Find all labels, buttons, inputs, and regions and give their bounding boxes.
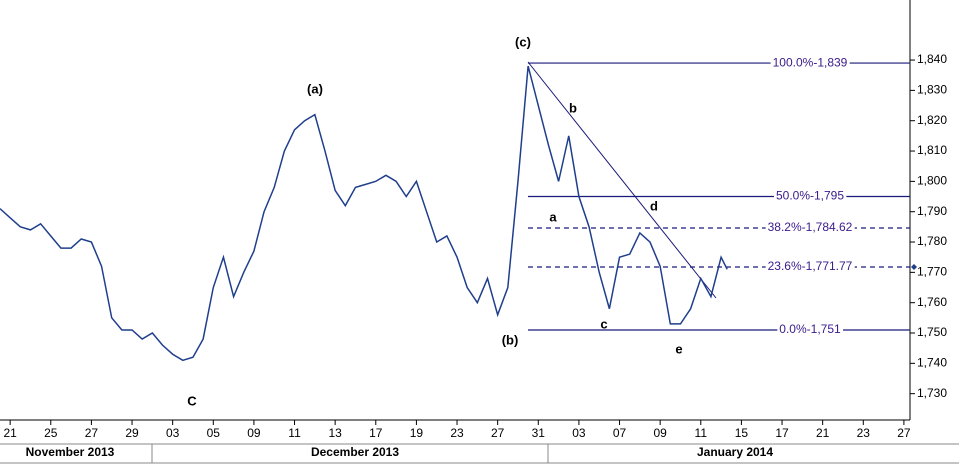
x-tick-label: 11	[695, 426, 708, 440]
fib-label-bg	[773, 188, 847, 203]
x-tick-label: 03	[166, 426, 180, 440]
x-tick-label: 21	[816, 426, 830, 440]
y-tick-label: 1,810	[917, 143, 947, 157]
wave-label: d	[650, 198, 658, 213]
x-tick-label: 29	[125, 426, 139, 440]
y-tick-label: 1,770	[917, 265, 947, 279]
x-tick-label: 15	[735, 426, 749, 440]
x-tick-label: 21	[3, 426, 17, 440]
fib-label-bg	[765, 220, 855, 235]
x-tick-label: 25	[44, 426, 58, 440]
fib-label: 23.6%-1,771.77	[768, 259, 853, 273]
x-tick-label: 31	[532, 426, 546, 440]
x-tick-label: 13	[328, 426, 342, 440]
x-tick-label: 23	[450, 426, 464, 440]
y-tick-label: 1,750	[917, 325, 947, 339]
x-tick-label: 17	[775, 426, 789, 440]
month-label: December 2013	[311, 445, 399, 459]
fib-label: 0.0%-1,751	[779, 322, 841, 336]
x-tick-label: 07	[613, 426, 627, 440]
y-tick-label: 1,830	[917, 83, 947, 97]
price-marker	[911, 263, 917, 270]
fib-label: 100.0%-1,839	[773, 55, 848, 69]
wave-label: e	[675, 341, 682, 356]
fib-label-bg	[770, 55, 850, 70]
x-tick-label: 27	[897, 426, 911, 440]
y-tick-label: 1,780	[917, 234, 947, 248]
y-tick-label: 1,760	[917, 295, 947, 309]
wave-label: (b)	[502, 332, 519, 347]
x-tick-label: 09	[653, 426, 667, 440]
wave-label: (c)	[515, 34, 531, 49]
y-tick-label: 1,790	[917, 204, 947, 218]
x-tick-label: 17	[369, 426, 383, 440]
wave-label: C	[187, 393, 197, 408]
x-tick-label: 27	[85, 426, 99, 440]
fib-label-bg	[777, 322, 844, 337]
x-tick-label: 09	[247, 426, 261, 440]
y-tick-label: 1,820	[917, 113, 947, 127]
x-tick-label: 23	[857, 426, 871, 440]
x-tick-label: 05	[207, 426, 221, 440]
wave-label: a	[549, 209, 557, 224]
fib-label: 50.0%-1,795	[776, 189, 844, 203]
fib-label-bg	[765, 259, 855, 274]
trend-line	[527, 61, 717, 299]
wave-label: (a)	[307, 81, 323, 96]
y-tick-label: 1,730	[917, 386, 947, 400]
fib-label: 38.2%-1,784.62	[768, 220, 853, 234]
wave-label: c	[600, 316, 607, 331]
price-line	[0, 65, 728, 362]
x-tick-label: 03	[572, 426, 586, 440]
month-label: January 2014	[697, 445, 773, 459]
x-tick-label: 27	[491, 426, 505, 440]
wave-label: b	[569, 100, 577, 115]
x-tick-label: 19	[410, 426, 424, 440]
y-tick-label: 1,840	[917, 52, 947, 66]
y-tick-label: 1,740	[917, 356, 947, 370]
x-tick-label: 11	[288, 426, 301, 440]
y-tick-label: 1,800	[917, 174, 947, 188]
month-label: November 2013	[26, 445, 115, 459]
